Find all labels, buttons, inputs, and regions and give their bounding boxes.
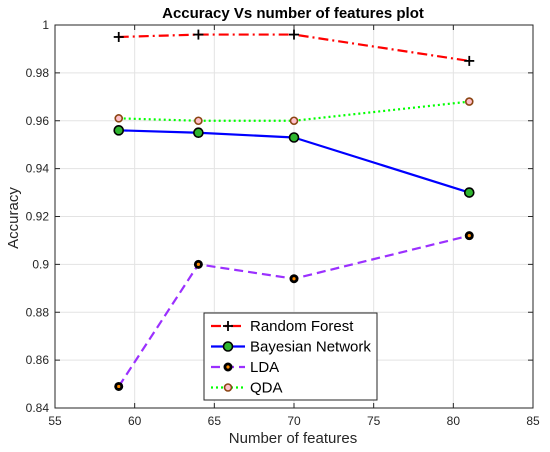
legend-label-bayesian-network: Bayesian Network [250,339,371,356]
series-line-lda [117,234,470,388]
data-point-bayesian-network [288,132,300,143]
y-tick-label: 0.98 [26,66,50,80]
x-tick-label: 60 [128,414,142,428]
y-tick-label: 0.92 [26,210,50,224]
data-point-bayesian-network [463,187,475,198]
data-point-qda [289,116,299,126]
data-point-lda-core [117,384,121,389]
y-tick-label: 0.88 [26,305,50,319]
legend-label-qda: QDA [250,380,283,397]
data-point-qda [464,97,474,106]
x-tick-label: 75 [367,414,381,428]
series-line-bayesian-network [118,129,470,194]
data-point-lda-core [292,277,296,281]
x-tick-label: 80 [447,414,461,428]
data-point-bayesian-network [193,127,204,139]
legend-marker-qda [223,383,233,392]
legend-label-random-forest: Random Forest [250,318,354,335]
y-tick-label: 0.86 [26,353,50,367]
chart-title: Accuracy Vs number of features plot [162,5,424,22]
x-tick-label: 65 [208,414,222,428]
series-line-random-forest [118,33,470,62]
legend-box [203,312,378,401]
x-tick-label: 85 [526,414,540,428]
data-point-lda-core [196,262,200,266]
x-axis-label: Number of features [229,430,357,447]
legend-marker-lda-core [226,365,230,369]
data-point-qda [194,116,203,126]
series-markers [113,29,475,391]
y-tick-label: 0.94 [26,162,50,176]
y-tick-label: 1 [42,18,49,32]
y-tick-label: 0.96 [26,114,50,128]
x-tick-label: 55 [48,414,62,428]
axis-ticks: 55 60 65 70 75 80 85 0.84 0.86 0.88 0.9 0.92 0.94 0.9… [26,18,540,428]
y-axis-label: Accuracy [5,187,22,249]
legend: Random Forest Bayesian Network LDA QDA [203,312,378,401]
legend-marker-bayesian-network [222,341,234,352]
x-tick-label: 70 [287,414,301,428]
legend-label-lda: LDA [250,359,279,376]
data-point-lda-core [467,234,471,238]
series-lines [117,33,470,388]
data-point-qda [114,114,124,123]
data-point-bayesian-network [113,125,125,136]
y-tick-label: 0.9 [32,257,49,271]
y-tick-label: 0.84 [26,401,50,415]
